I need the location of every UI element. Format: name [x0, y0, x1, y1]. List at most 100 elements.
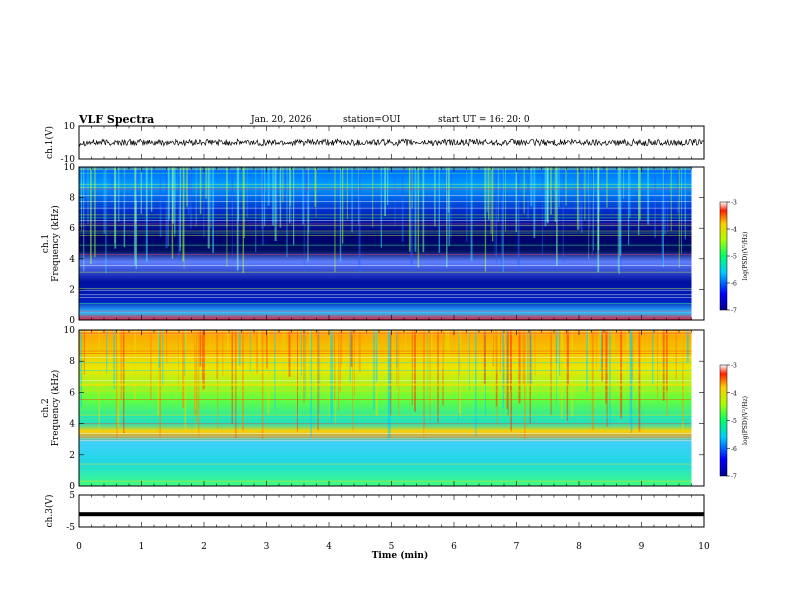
ch1-spectrogram-streak	[308, 167, 310, 233]
ch2-spectrogram-streak	[534, 330, 536, 376]
ch2-spectrogram-streak	[498, 330, 500, 381]
ch2-spectrogram-streak	[398, 330, 400, 416]
ch2-spectrogram-streak	[507, 330, 509, 417]
ch2-spectrogram-band	[79, 333, 692, 335]
ch2-spectrogram-streak	[375, 330, 378, 382]
ch1-spectrogram-streak	[306, 167, 309, 207]
ch1-spectrogram-streak	[638, 167, 641, 220]
ch2-spectrogram-streak	[567, 330, 569, 386]
ch1-spectrogram-band	[79, 207, 692, 209]
ch2-spectrogram-y-tick-label: 2	[69, 451, 75, 461]
ch2-spectrogram-colorbar	[719, 364, 728, 477]
ch1-spectrogram-streak	[578, 167, 581, 230]
ch1-spectrogram-y-tick-label: 10	[64, 163, 76, 173]
ch1-spectrogram-streak	[293, 167, 295, 245]
ch1-spectrogram-streak	[305, 167, 308, 201]
ch1-spectrogram-streak	[541, 167, 543, 255]
ch2-spectrogram-streak	[586, 330, 588, 393]
ch1-spectrogram-band	[79, 303, 692, 304]
ch2-spectrogram-streak	[518, 330, 521, 404]
ch1-spectrogram-band	[79, 183, 692, 185]
ch1-spectrogram-streak	[182, 167, 185, 262]
ch1-spectrogram-streak	[210, 167, 212, 229]
ch1-spectrogram-streak	[90, 167, 92, 265]
x-tick-label: 1	[139, 542, 145, 552]
ch1-spectrogram-band	[79, 289, 692, 291]
ch2-spectrogram-streak	[282, 330, 284, 370]
ch1-spectrogram-streak	[205, 167, 207, 199]
ch1-spectrogram-band	[79, 214, 692, 216]
ch1-spectrogram-streak	[623, 167, 625, 199]
ch1-spectrogram-streak	[617, 167, 619, 272]
ch1-spectrogram-streak	[83, 167, 85, 272]
ch1-spectrogram-streak	[358, 167, 359, 226]
ch2-spectrogram-streak	[216, 330, 218, 379]
ch1-spectrogram-streak	[118, 167, 120, 222]
ch2-spectrogram-streak	[502, 330, 505, 409]
ch1-spectrogram-band	[79, 167, 692, 169]
ch2-spectrogram-streak	[123, 330, 125, 433]
ch1-spectrogram-streak	[334, 167, 336, 273]
ch1-spectrogram-streak	[488, 167, 490, 220]
ch1-spectrogram-streak	[434, 167, 436, 227]
ch2-spectrogram-streak	[341, 330, 343, 365]
ch2-spectrogram-streak	[447, 330, 450, 395]
ch1-spectrogram-streak	[684, 167, 686, 240]
ch1-spectrogram-streak	[533, 167, 536, 238]
ch1-spectrogram-streak	[246, 167, 248, 218]
ch1-spectrogram-streak	[384, 167, 386, 217]
ch2-spectrogram-streak	[301, 330, 302, 376]
ch1-spectrogram-y-tick-label: 2	[69, 285, 75, 295]
ch1-spectrogram-band	[79, 288, 692, 289]
ch2-spectrogram-band	[79, 414, 692, 416]
ch1-spectrogram-streak	[592, 167, 593, 256]
ch2-spectrogram-streak	[182, 330, 185, 409]
ch1-spectrogram-streak	[346, 167, 348, 220]
header-station: station=OUI	[343, 115, 401, 125]
ch2-spectrogram-streak	[106, 330, 108, 374]
x-tick-label: 4	[326, 542, 332, 552]
ch1-spectrogram-streak	[505, 167, 506, 232]
ch2-spectrogram-streak	[373, 330, 375, 410]
ch1-spectrogram-streak	[123, 167, 125, 214]
ch2-spectrogram-streak	[354, 330, 355, 397]
ch1-spectrogram-streak	[678, 167, 680, 268]
ch1-spectrogram-streak	[134, 167, 137, 266]
ch1-spectrogram-colorbar-tick-label: -6	[731, 281, 737, 288]
ch1-spectrogram-streak	[417, 167, 420, 268]
ch1-spectrogram-streak	[182, 167, 184, 238]
x-tick-label: 5	[389, 542, 395, 552]
ch1-spectrogram-band	[79, 244, 692, 246]
ch1-spectrogram-streak	[486, 167, 488, 213]
ch1-spectrogram-streak	[491, 167, 494, 242]
ch2-spectrogram-colorbar-tick-label: -5	[731, 418, 737, 425]
ch1-spectrogram-streak	[226, 167, 228, 267]
ch1-spectrogram-streak	[187, 167, 190, 214]
ch1-spectrogram-streak	[530, 167, 533, 207]
ch2-spectrogram-streak	[227, 330, 229, 379]
ch1-spectrogram-band	[79, 271, 692, 273]
ch1-spectrogram-band	[79, 230, 692, 232]
ch2-spectrogram-streak	[652, 330, 654, 386]
ch2-spectrogram-streak	[120, 330, 123, 399]
ch2-spectrogram-streak	[442, 330, 444, 369]
ch2-spectrogram-streak	[334, 330, 336, 423]
ch2-spectrogram-streak	[162, 330, 164, 386]
ch2-spectrogram-streak	[429, 330, 431, 422]
ch2-spectrogram-y-tick-label: 6	[69, 388, 75, 398]
ch1-spectrogram-streak	[279, 167, 282, 228]
ch1-spectrogram-band	[79, 225, 692, 226]
ch2-spectrogram-streak	[588, 330, 590, 374]
ch2-spectrogram-colorbar-tick-label: -4	[731, 390, 737, 397]
ch1-spectrogram-streak	[315, 167, 317, 218]
ch1-spectrogram-streak	[178, 167, 180, 261]
ch1-spectrogram-streak	[303, 167, 305, 272]
ch2-spectrogram-streak	[303, 330, 305, 403]
ch1-spectrogram-band	[79, 220, 692, 221]
ch1-spectrogram-streak	[598, 167, 601, 212]
ch2-spectrogram-streak	[330, 330, 332, 422]
ch1-spectrogram-streak	[484, 167, 487, 272]
x-tick-label: 7	[514, 542, 520, 552]
ch1-spectrogram-band	[79, 316, 692, 317]
